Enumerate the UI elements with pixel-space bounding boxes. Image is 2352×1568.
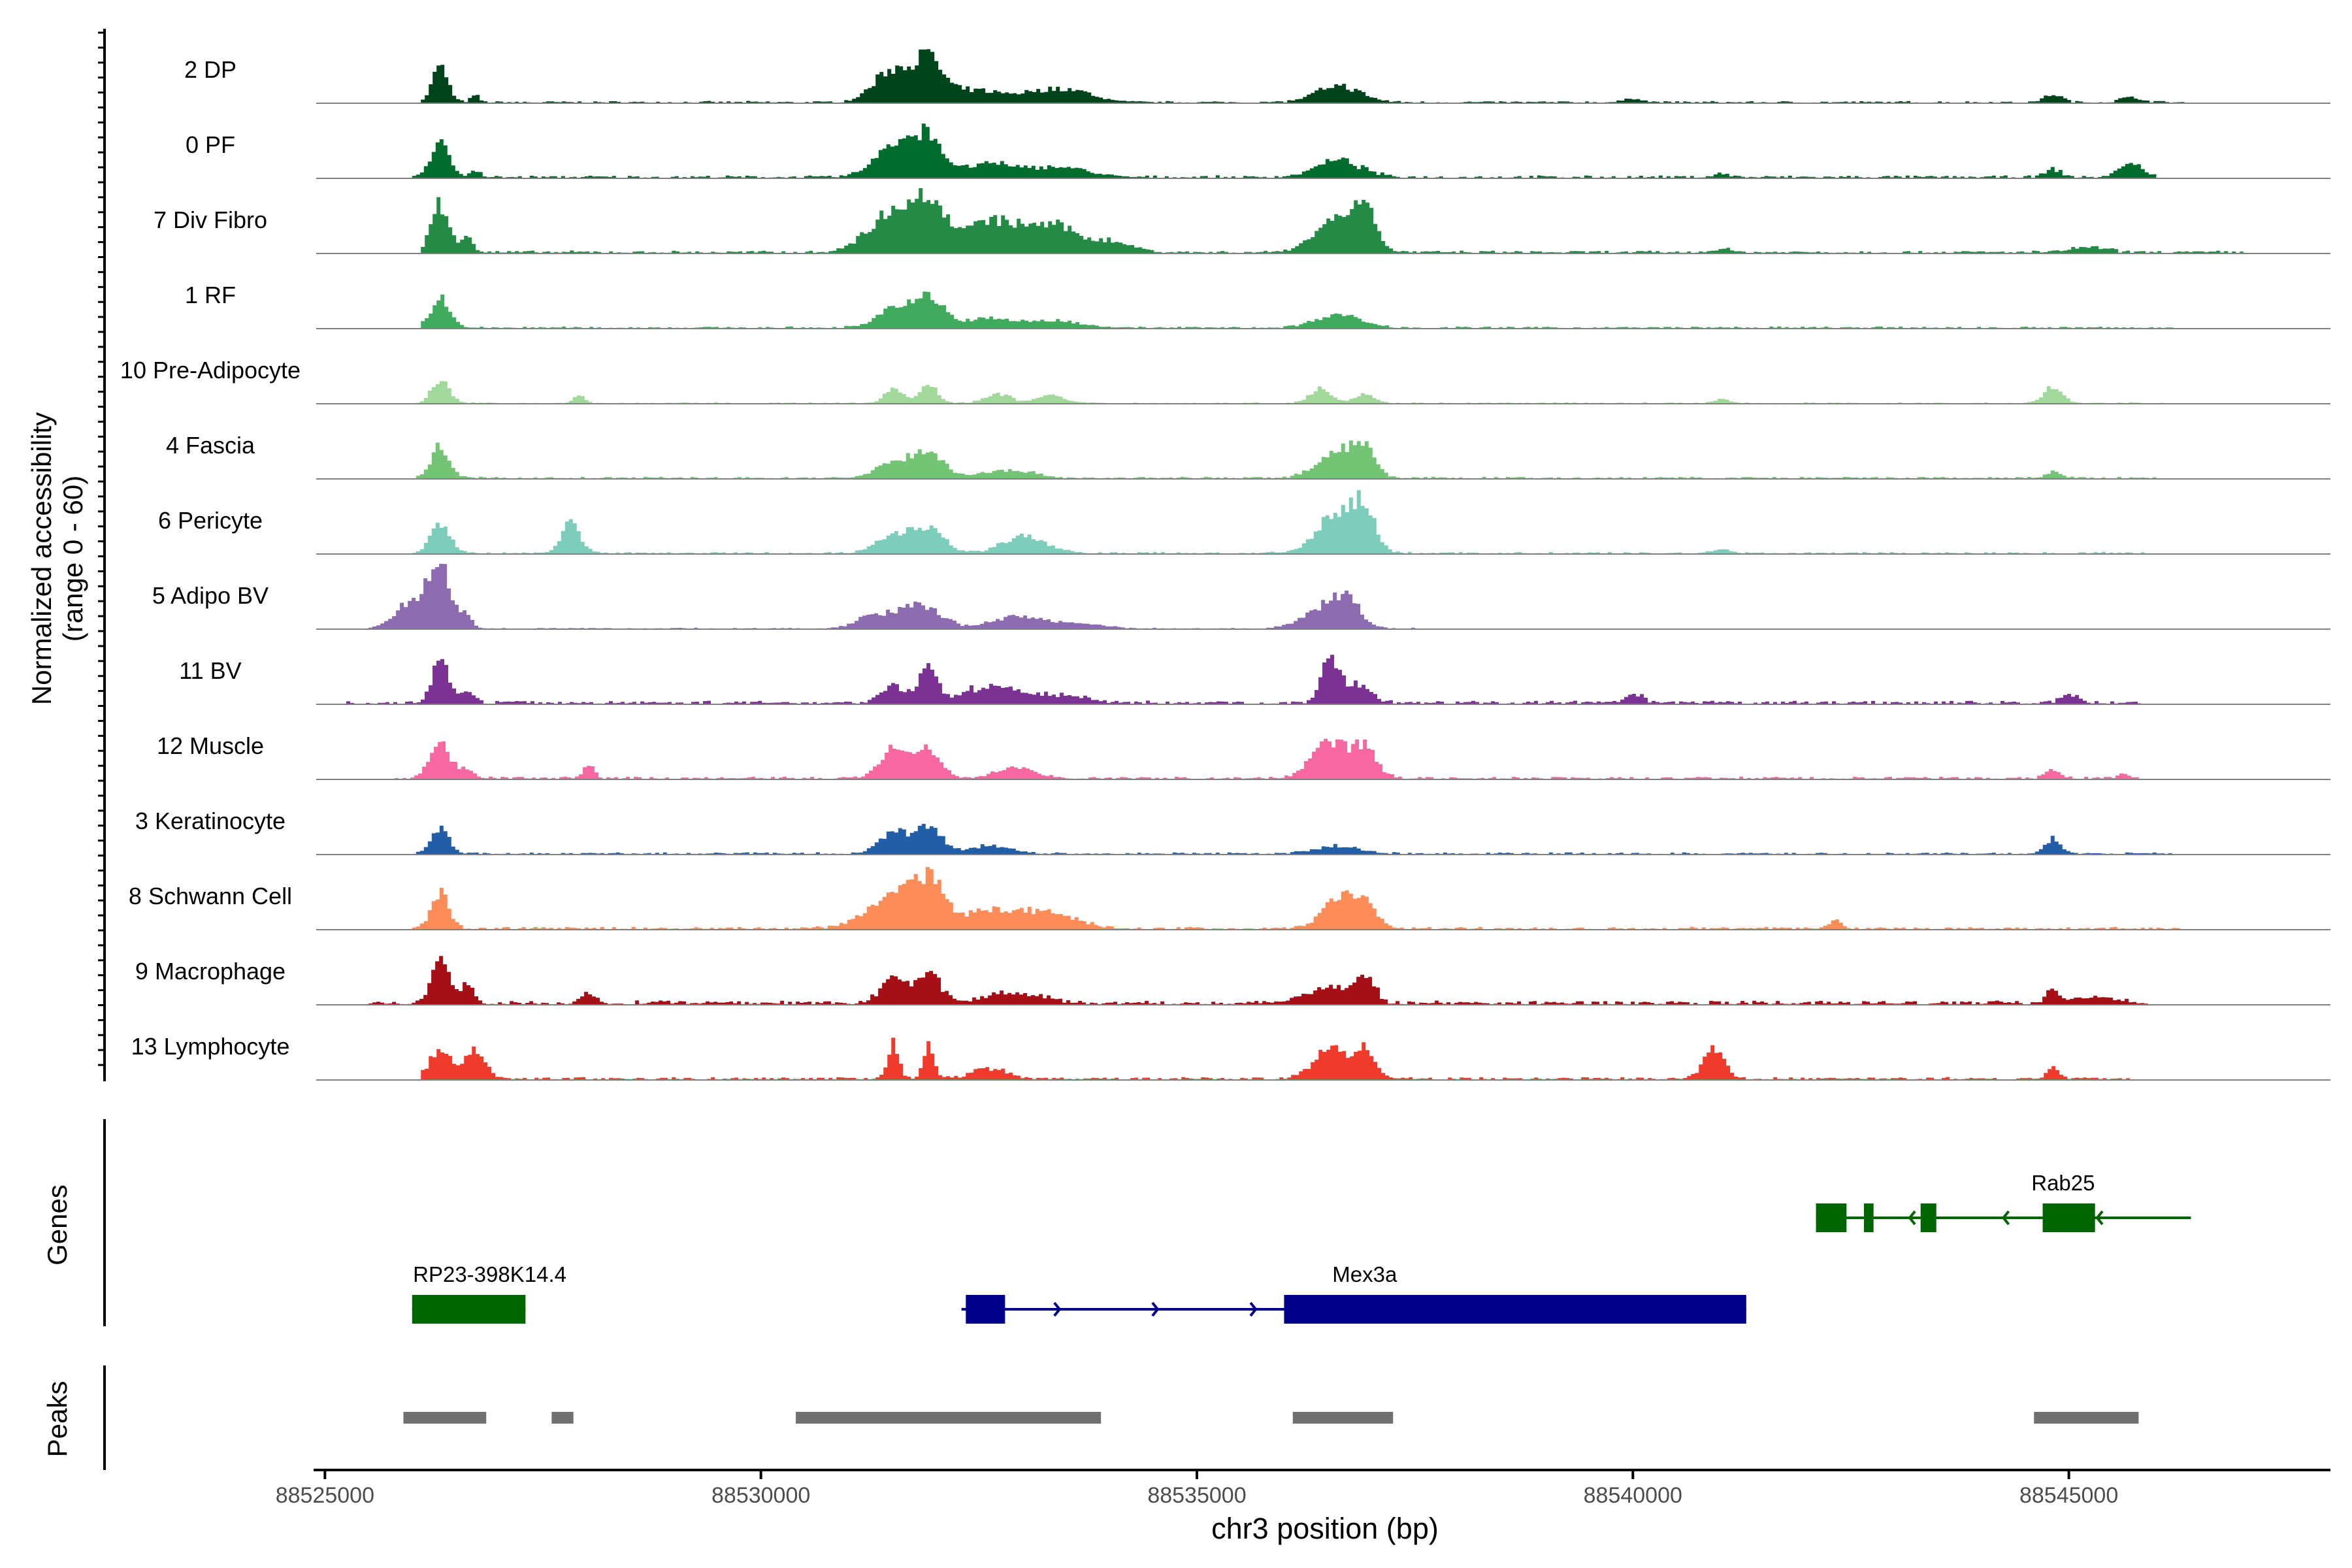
x-tick-label: 88525000 bbox=[276, 1483, 374, 1508]
exon-block bbox=[966, 1295, 1005, 1324]
y-axis-title-line-1: Normalized accessibility bbox=[26, 412, 57, 705]
x-axis-title: chr3 position (bp) bbox=[1211, 1512, 1439, 1545]
coverage-area bbox=[412, 490, 2157, 554]
peak-region bbox=[403, 1412, 487, 1424]
coverage-area bbox=[368, 564, 1416, 629]
strand-arrow bbox=[1053, 1301, 1062, 1317]
strand-arrow bbox=[2095, 1210, 2104, 1226]
peak-region bbox=[2034, 1412, 2139, 1424]
coverage-area bbox=[421, 49, 2185, 103]
track-2-dp: 2 DP bbox=[184, 49, 2330, 104]
track-1-rf: 1 RF bbox=[185, 282, 2330, 329]
track-label: 5 Adipo BV bbox=[152, 582, 269, 609]
coverage-area bbox=[412, 867, 2184, 930]
track-label: 8 Schwann Cell bbox=[129, 883, 292, 909]
peaks-track: Peaks bbox=[42, 1365, 2139, 1470]
exon-block bbox=[412, 1295, 526, 1324]
track-label: 7 Div Fibro bbox=[154, 206, 267, 233]
track-label: 9 Macrophage bbox=[135, 958, 286, 985]
track-8-schwann-cell: 8 Schwann Cell bbox=[129, 867, 2330, 930]
gene-rab25: Rab25 bbox=[1816, 1171, 2191, 1232]
genes-track-label: Genes bbox=[42, 1184, 73, 1266]
x-tick-label: 88545000 bbox=[2019, 1483, 2118, 1508]
track-3-keratinocyte: 3 Keratinocyte bbox=[135, 808, 2330, 855]
coverage-area bbox=[342, 655, 2142, 704]
track-7-div-fibro: 7 Div Fibro bbox=[154, 188, 2330, 254]
gene-label: RP23-398K14.4 bbox=[413, 1262, 566, 1286]
y-axis-title-line-2: (range 0 - 60) bbox=[57, 476, 88, 642]
exon-block bbox=[2042, 1203, 2095, 1232]
track-4-fascia: 4 Fascia bbox=[166, 432, 2330, 480]
track-5-adipo-bv: 5 Adipo BV bbox=[152, 564, 2330, 630]
strand-arrow bbox=[1249, 1301, 1258, 1317]
track-0-pf: 0 PF bbox=[186, 123, 2330, 179]
track-label: 10 Pre-Adipocyte bbox=[120, 357, 301, 384]
exon-block bbox=[1920, 1203, 1936, 1232]
track-label: 4 Fascia bbox=[166, 432, 255, 459]
track-label: 11 BV bbox=[179, 657, 241, 684]
track-label: 12 Muscle bbox=[157, 732, 264, 759]
track-label: 13 Lymphocyte bbox=[131, 1033, 290, 1060]
x-tick-label: 88535000 bbox=[1147, 1483, 1246, 1508]
exon-block bbox=[1816, 1203, 1847, 1232]
track-11-bv: 11 BV bbox=[179, 655, 2330, 705]
strand-arrow bbox=[1908, 1210, 1916, 1226]
track-label: 1 RF bbox=[185, 282, 236, 308]
strand-arrow bbox=[2001, 1210, 2010, 1226]
coverage-area bbox=[421, 188, 2244, 253]
track-label: 2 DP bbox=[184, 56, 237, 83]
y-axis-title: Normalized accessibility (range 0 - 60) bbox=[26, 412, 88, 705]
tracks: 2 DP 0 PF 7 Div Fibro 1 RF 10 Pre-Adipocyte 4… bbox=[98, 29, 2330, 1081]
x-tick-label: 88530000 bbox=[711, 1483, 810, 1508]
peak-region bbox=[1292, 1412, 1394, 1424]
gene-label: Mex3a bbox=[1332, 1262, 1397, 1286]
genes-track: Genes RP23-398K14.4 Mex3a Rab25 bbox=[42, 1119, 2191, 1326]
y-axis-ticks bbox=[98, 31, 105, 1066]
coverage-area bbox=[421, 1037, 2131, 1080]
track-6-pericyte: 6 Pericyte bbox=[158, 490, 2330, 555]
exon-block bbox=[1284, 1295, 1746, 1324]
x-tick-label: 88540000 bbox=[1584, 1483, 1682, 1508]
gene-mex3a: Mex3a bbox=[961, 1262, 1746, 1324]
peak-region bbox=[551, 1412, 574, 1424]
coverage-area bbox=[412, 123, 2157, 178]
peak-region bbox=[796, 1412, 1102, 1424]
track-9-macrophage: 9 Macrophage bbox=[135, 956, 2330, 1005]
x-axis: chr3 position (bp) 88525000 88530000 88535… bbox=[276, 1469, 2330, 1545]
coverage-area bbox=[395, 738, 2140, 779]
coverage-area bbox=[412, 440, 2157, 479]
gene-rp23-398k14-4: RP23-398K14.4 bbox=[412, 1262, 566, 1324]
track-10-pre-adipocyte: 10 Pre-Adipocyte bbox=[120, 357, 2330, 404]
track-label: 3 Keratinocyte bbox=[135, 808, 286, 834]
exon-block bbox=[1863, 1203, 1874, 1232]
track-label: 6 Pericyte bbox=[158, 507, 263, 534]
coverage-area bbox=[421, 291, 2178, 329]
coverage-area bbox=[368, 956, 2149, 1005]
track-13-lymphocyte: 13 Lymphocyte bbox=[131, 1033, 2330, 1081]
strand-arrow bbox=[1151, 1301, 1160, 1317]
gene-label: Rab25 bbox=[2031, 1171, 2095, 1195]
coverage-area bbox=[412, 381, 2176, 404]
peaks-track-label: Peaks bbox=[42, 1381, 73, 1458]
track-label: 0 PF bbox=[186, 131, 235, 158]
coverage-area bbox=[412, 824, 2176, 855]
strand-arrows bbox=[1908, 1210, 2104, 1226]
track-12-muscle: 12 Muscle bbox=[157, 732, 2330, 780]
